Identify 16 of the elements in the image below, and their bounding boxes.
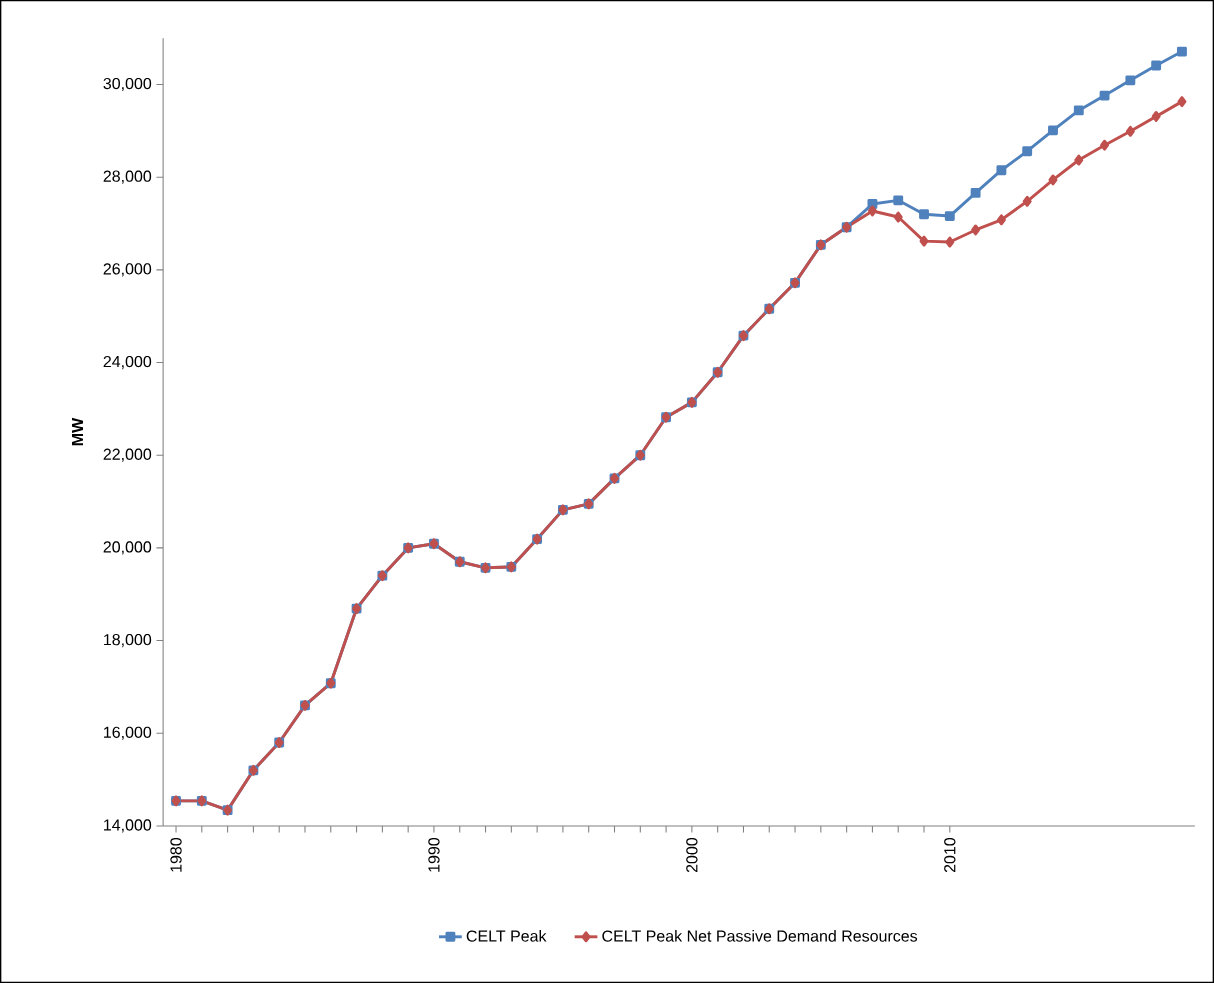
x-tick-label: 1980 bbox=[170, 837, 182, 872]
y-tick-label: 14,000 bbox=[104, 819, 152, 833]
x-tick-label: 2010 bbox=[944, 837, 956, 873]
legend-label: CELT Peak bbox=[466, 929, 547, 942]
y-tick-label: 30,000 bbox=[103, 77, 152, 92]
y-tick-label: 18,000 bbox=[104, 633, 152, 648]
x-tick-label: 1990 bbox=[428, 837, 440, 872]
y-tick-label: 20,000 bbox=[103, 541, 152, 555]
y-tick-label: 22,000 bbox=[103, 448, 152, 462]
x-tick-label: 2000 bbox=[686, 837, 698, 873]
legend-label: CELT Peak Net Passive Demand Resources bbox=[602, 929, 918, 942]
y-axis-title: MW bbox=[72, 417, 84, 446]
y-tick-label: 28,000 bbox=[103, 170, 152, 184]
y-tick-label: 24,000 bbox=[103, 355, 152, 370]
y-tick-label: 16,000 bbox=[104, 726, 152, 740]
y-tick-label: 26,000 bbox=[103, 263, 152, 277]
